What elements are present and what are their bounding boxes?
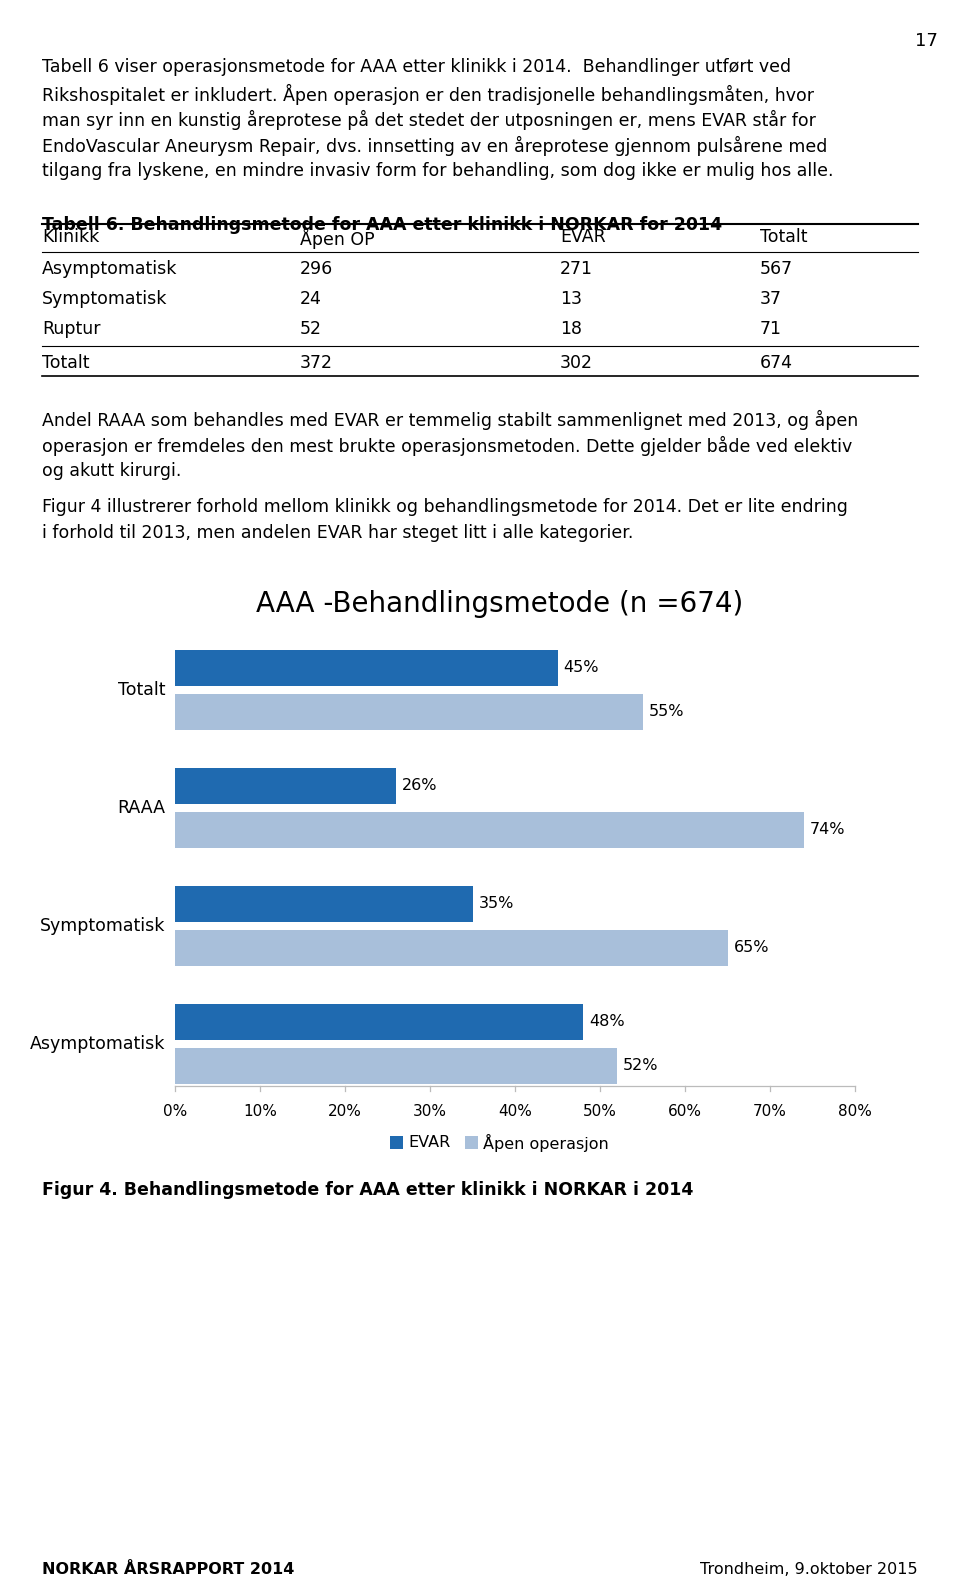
Text: Totalt: Totalt	[760, 228, 807, 245]
Text: 26%: 26%	[402, 779, 438, 793]
Text: Tabell 6 viser operasjonsmetode for AAA etter klinikk i 2014.  Behandlinger utfø: Tabell 6 viser operasjonsmetode for AAA …	[42, 57, 791, 76]
Text: 567: 567	[760, 260, 793, 279]
Polygon shape	[175, 650, 558, 687]
Polygon shape	[175, 930, 728, 965]
Text: 37: 37	[760, 290, 782, 307]
Text: 13: 13	[560, 290, 582, 307]
Text: 55%: 55%	[649, 704, 684, 720]
Text: og akutt kirurgi.: og akutt kirurgi.	[42, 462, 181, 479]
Text: Trondheim, 9.oktober 2015: Trondheim, 9.oktober 2015	[701, 1563, 918, 1577]
Polygon shape	[175, 1048, 617, 1083]
Text: Åpen OP: Åpen OP	[300, 228, 374, 249]
Polygon shape	[175, 695, 642, 730]
Text: 24: 24	[300, 290, 322, 307]
Text: Figur 4 illustrerer forhold mellom klinikk og behandlingsmetode for 2014. Det er: Figur 4 illustrerer forhold mellom klini…	[42, 499, 848, 516]
Text: Symptomatisk: Symptomatisk	[42, 290, 167, 307]
Text: 302: 302	[560, 354, 593, 373]
Text: Ruptur: Ruptur	[42, 320, 101, 338]
Text: Figur 4. Behandlingsmetode for AAA etter klinikk i NORKAR i 2014: Figur 4. Behandlingsmetode for AAA etter…	[42, 1180, 693, 1200]
Text: operasjon er fremdeles den mest brukte operasjonsmetoden. Dette gjelder både ved: operasjon er fremdeles den mest brukte o…	[42, 436, 852, 456]
Polygon shape	[390, 1136, 403, 1149]
Text: man syr inn en kunstig åreprotese på det stedet der utposningen er, mens EVAR st: man syr inn en kunstig åreprotese på det…	[42, 110, 816, 131]
Text: Klinikk: Klinikk	[42, 228, 99, 245]
Text: 65%: 65%	[733, 940, 769, 956]
Text: Rikshospitalet er inkludert. Åpen operasjon er den tradisjonelle behandlingsmåte: Rikshospitalet er inkludert. Åpen operas…	[42, 84, 814, 105]
Text: 50%: 50%	[583, 1104, 617, 1118]
Text: 20%: 20%	[328, 1104, 362, 1118]
Text: Totalt: Totalt	[42, 354, 89, 373]
Text: 35%: 35%	[478, 897, 514, 911]
Text: Asymptomatisk: Asymptomatisk	[30, 1035, 165, 1053]
Text: EVAR: EVAR	[408, 1134, 450, 1150]
Text: AAA -Behandlingsmetode (n =674): AAA -Behandlingsmetode (n =674)	[256, 589, 744, 618]
Text: Åpen operasjon: Åpen operasjon	[483, 1134, 609, 1152]
Polygon shape	[465, 1136, 478, 1149]
Text: Tabell 6. Behandlingsmetode for AAA etter klinikk i NORKAR for 2014: Tabell 6. Behandlingsmetode for AAA ette…	[42, 217, 722, 234]
Text: 74%: 74%	[810, 822, 846, 838]
Text: 80%: 80%	[838, 1104, 872, 1118]
Text: Symptomatisk: Symptomatisk	[39, 918, 165, 935]
Text: 70%: 70%	[753, 1104, 787, 1118]
Text: tilgang fra lyskene, en mindre invasiv form for behandling, som dog ikke er muli: tilgang fra lyskene, en mindre invasiv f…	[42, 162, 833, 180]
Text: 17: 17	[915, 32, 938, 49]
Text: 372: 372	[300, 354, 333, 373]
Polygon shape	[175, 768, 396, 804]
Text: 40%: 40%	[498, 1104, 532, 1118]
Text: Andel RAAA som behandles med EVAR er temmelig stabilt sammenlignet med 2013, og : Andel RAAA som behandles med EVAR er tem…	[42, 409, 858, 430]
Text: 45%: 45%	[564, 661, 599, 675]
Text: 296: 296	[300, 260, 333, 279]
Text: 60%: 60%	[668, 1104, 702, 1118]
Text: 71: 71	[760, 320, 782, 338]
Text: 0%: 0%	[163, 1104, 187, 1118]
Polygon shape	[175, 812, 804, 847]
Text: RAAA: RAAA	[117, 800, 165, 817]
Text: i forhold til 2013, men andelen EVAR har steget litt i alle kategorier.: i forhold til 2013, men andelen EVAR har…	[42, 524, 634, 542]
Text: NORKAR ÅRSRAPPORT 2014: NORKAR ÅRSRAPPORT 2014	[42, 1563, 295, 1577]
Text: EVAR: EVAR	[560, 228, 606, 245]
Text: EndoVascular Aneurysm Repair, dvs. innsetting av en åreprotese gjennom pulsårene: EndoVascular Aneurysm Repair, dvs. innse…	[42, 135, 828, 156]
Polygon shape	[175, 886, 472, 922]
Text: 48%: 48%	[589, 1015, 625, 1029]
Text: 10%: 10%	[243, 1104, 276, 1118]
Text: Asymptomatisk: Asymptomatisk	[42, 260, 178, 279]
Text: Totalt: Totalt	[117, 680, 165, 699]
Polygon shape	[175, 1004, 583, 1040]
Text: 30%: 30%	[413, 1104, 447, 1118]
Text: 52%: 52%	[623, 1058, 659, 1074]
Text: 674: 674	[760, 354, 793, 373]
Text: 18: 18	[560, 320, 582, 338]
Text: 52: 52	[300, 320, 322, 338]
Text: 271: 271	[560, 260, 593, 279]
